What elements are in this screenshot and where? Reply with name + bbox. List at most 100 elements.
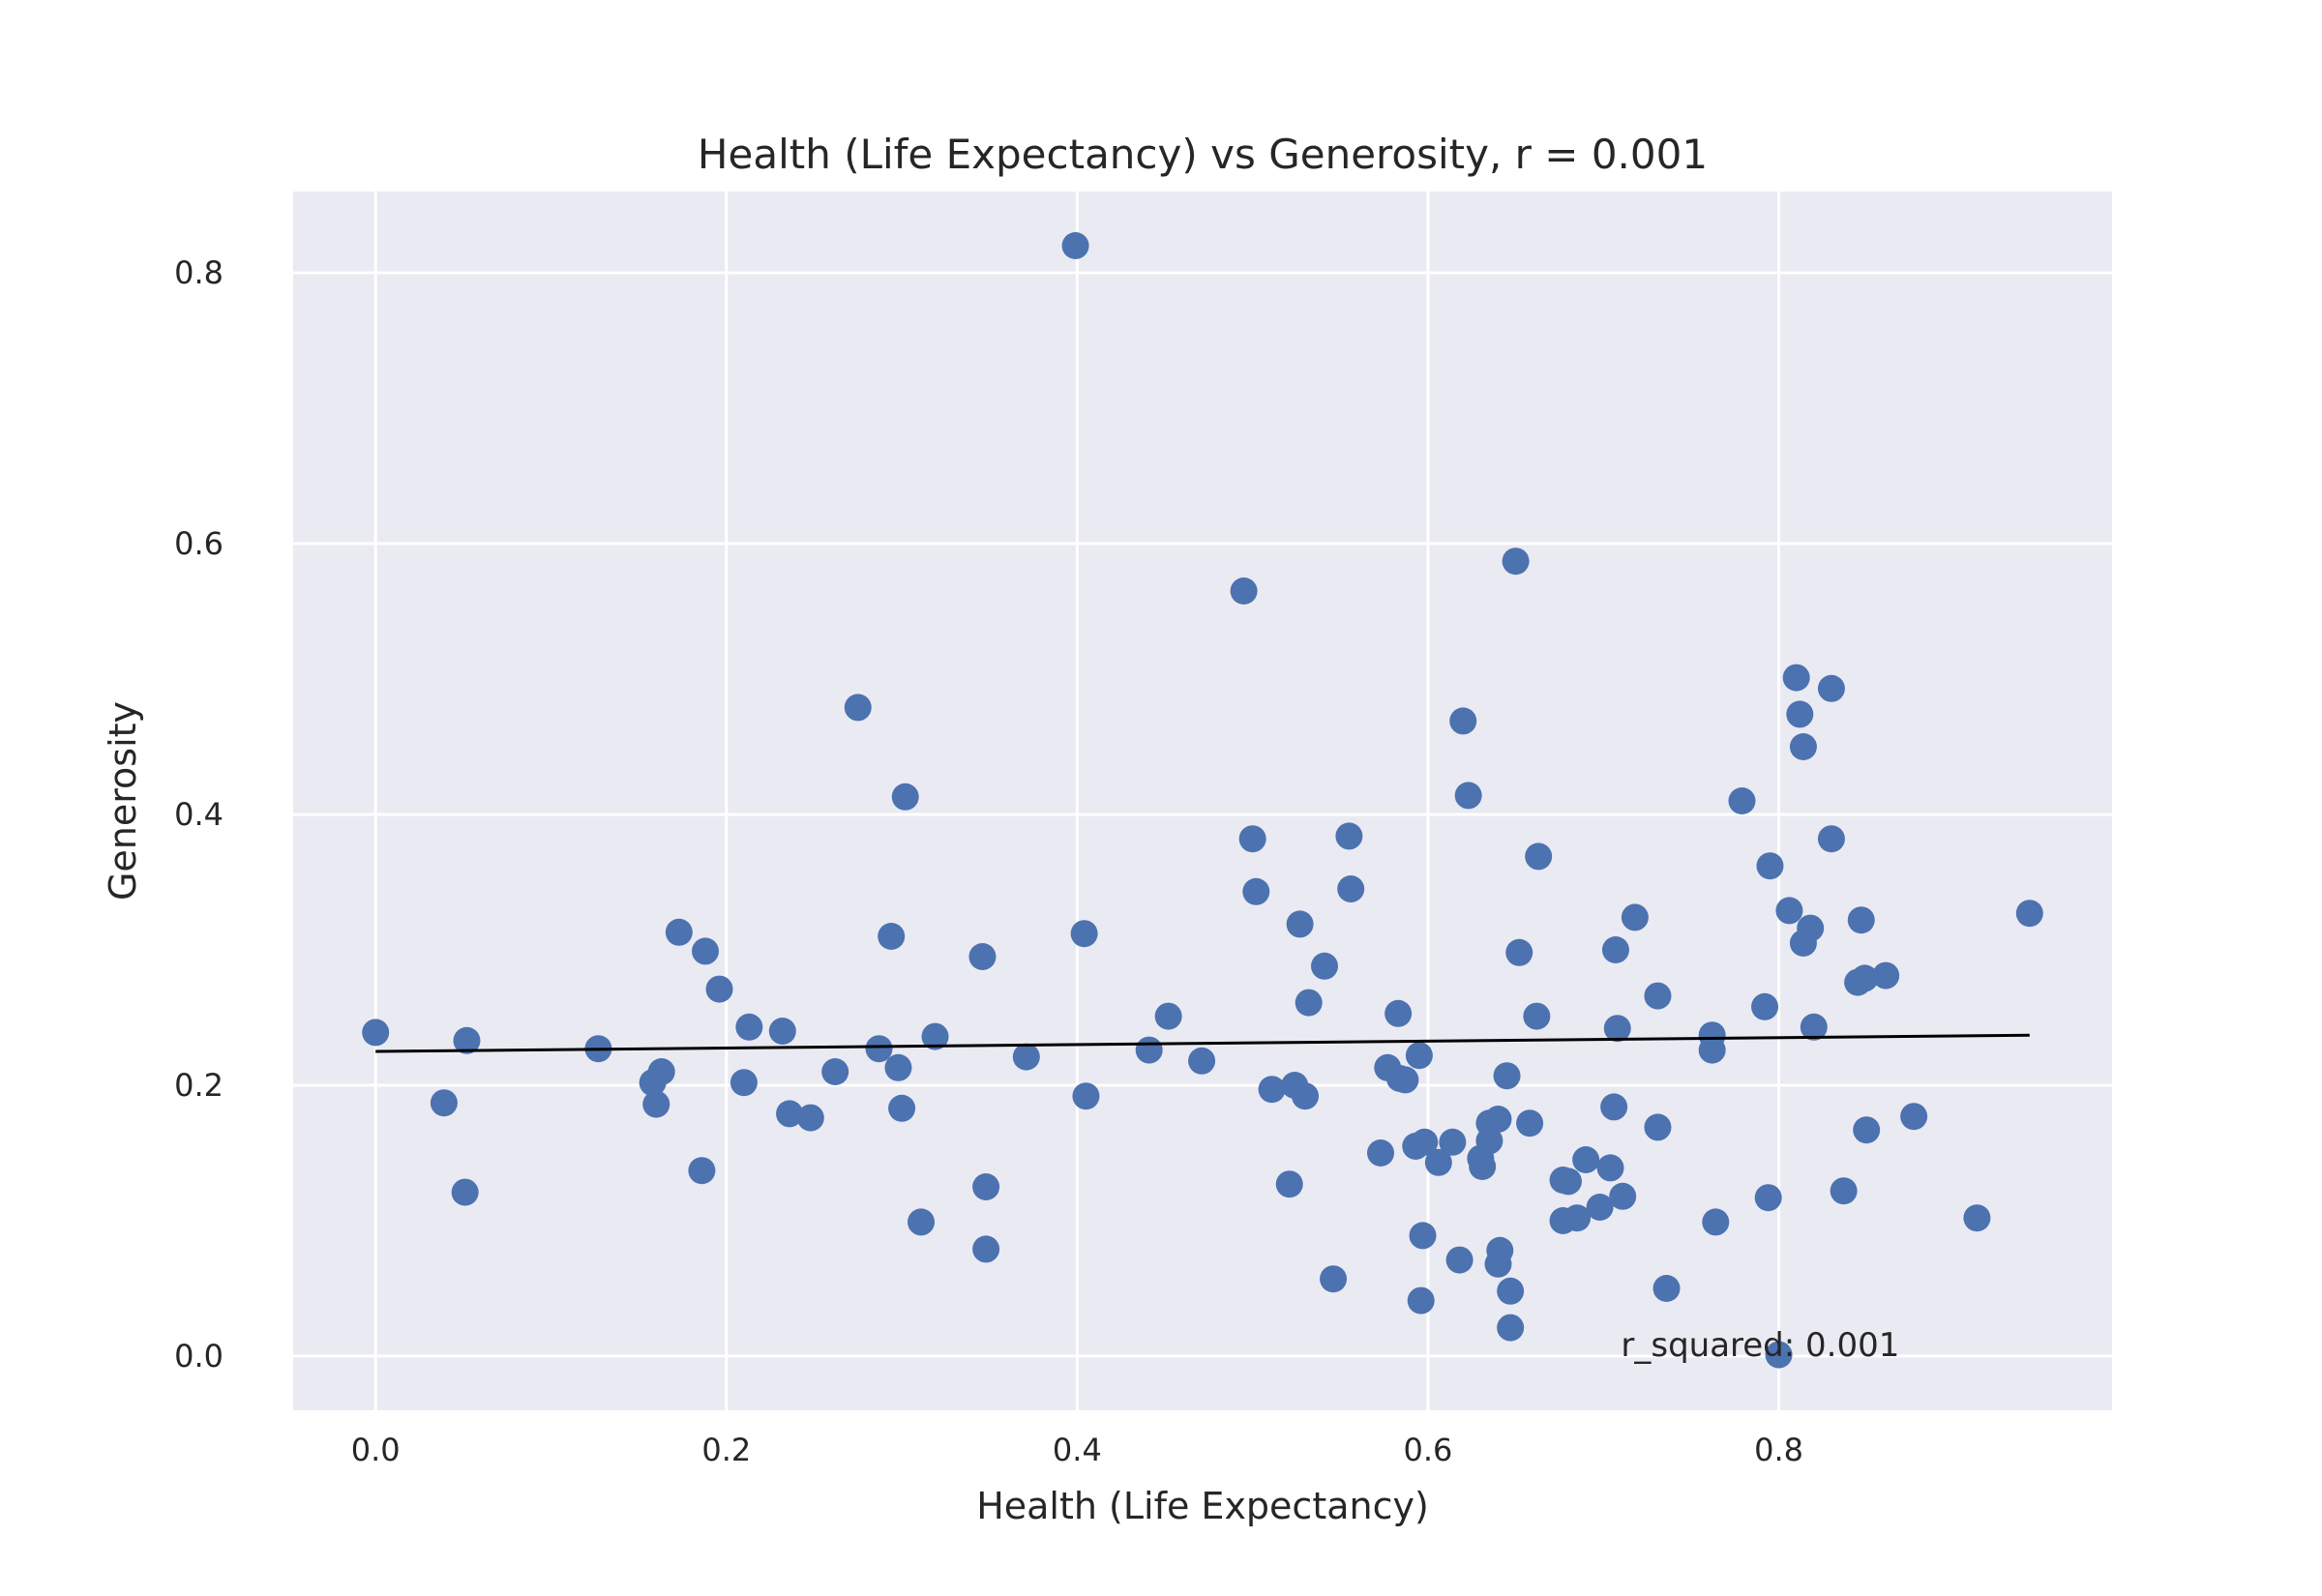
data-point <box>1258 1076 1286 1104</box>
data-point <box>1563 1204 1592 1232</box>
data-point <box>972 1173 1000 1200</box>
chart-title: Health (Life Expectancy) vs Generosity, … <box>698 131 1708 178</box>
x-tick-label: 0.0 <box>351 1432 401 1468</box>
data-point <box>688 1157 716 1185</box>
data-point <box>1275 1170 1303 1198</box>
data-point <box>642 1090 670 1118</box>
data-point <box>768 1018 796 1045</box>
data-point <box>821 1058 849 1085</box>
data-point <box>1963 1204 1991 1232</box>
data-point <box>1872 961 1900 990</box>
data-point <box>1154 1002 1182 1030</box>
data-point <box>1586 1194 1614 1221</box>
data-point <box>921 1022 949 1050</box>
data-point <box>1789 733 1817 760</box>
regression-line <box>375 1033 2030 1053</box>
data-point <box>1367 1139 1395 1167</box>
data-point <box>1439 1128 1467 1156</box>
data-point <box>1754 1184 1782 1212</box>
data-point <box>453 1026 481 1054</box>
data-point <box>1286 910 1314 938</box>
data-point <box>2015 900 2043 928</box>
x-axis-label: Health (Life Expectancy) <box>976 1485 1429 1527</box>
data-point <box>1782 664 1810 692</box>
data-point <box>1292 1082 1320 1110</box>
data-point <box>972 1235 1000 1263</box>
data-point <box>362 1019 390 1047</box>
data-point <box>968 943 997 970</box>
data-point <box>1072 1082 1100 1110</box>
data-point <box>1454 782 1482 810</box>
data-point <box>1242 877 1270 905</box>
data-point <box>1652 1275 1681 1302</box>
data-point <box>1484 1106 1512 1133</box>
data-point <box>776 1100 804 1128</box>
x-tick-label: 0.2 <box>701 1432 751 1468</box>
data-point <box>1756 852 1784 880</box>
data-point <box>692 937 720 965</box>
data-point <box>1728 787 1756 814</box>
data-point <box>1497 1314 1525 1342</box>
data-point <box>1424 1148 1452 1176</box>
data-point <box>1493 1062 1521 1090</box>
data-point <box>1847 906 1875 934</box>
data-point <box>1775 897 1803 925</box>
data-point <box>1596 1154 1624 1182</box>
data-point <box>1851 964 1879 992</box>
data-point <box>1572 1146 1600 1173</box>
data-point <box>1644 982 1672 1010</box>
data-point <box>1061 232 1089 259</box>
data-point <box>878 923 906 950</box>
data-point <box>796 1104 824 1132</box>
x-tick-label: 0.6 <box>1404 1432 1453 1468</box>
y-tick-label: 0.4 <box>174 796 223 833</box>
y-tick-label: 0.6 <box>174 525 223 562</box>
data-point <box>1609 1182 1637 1210</box>
tick-labels: 0.0 0.2 0.4 0.6 0.8 0.0 0.2 0.4 0.6 0.8 <box>174 254 1803 1468</box>
data-point <box>1853 1116 1881 1144</box>
data-points <box>362 232 2043 1369</box>
data-point <box>1600 1093 1628 1121</box>
data-point <box>705 975 733 1003</box>
data-point <box>1797 914 1825 942</box>
data-point <box>1445 1246 1474 1274</box>
data-point <box>1486 1236 1514 1264</box>
data-point <box>1523 1002 1551 1030</box>
data-point <box>647 1058 675 1085</box>
x-tick-label: 0.8 <box>1754 1432 1803 1468</box>
data-point <box>1644 1113 1672 1141</box>
data-point <box>1469 1153 1497 1180</box>
plot-area-background <box>293 192 2112 1410</box>
data-point <box>1516 1109 1544 1138</box>
data-point <box>1601 936 1629 963</box>
data-point <box>1830 1177 1858 1205</box>
data-point <box>1409 1222 1437 1250</box>
data-point <box>1765 1341 1793 1369</box>
data-point <box>729 1069 758 1097</box>
data-point <box>891 783 919 811</box>
data-point <box>1449 707 1477 735</box>
data-point <box>1502 547 1530 576</box>
data-point <box>1320 1265 1348 1293</box>
data-point <box>451 1178 479 1206</box>
data-point <box>735 1013 763 1041</box>
r-squared-annotation: r_squared: 0.001 <box>1621 1326 1899 1365</box>
data-point <box>1698 1036 1726 1064</box>
data-point <box>1337 875 1365 902</box>
data-point <box>1603 1015 1631 1043</box>
data-point <box>1497 1277 1525 1305</box>
data-point <box>1012 1043 1040 1071</box>
data-point <box>1786 700 1814 728</box>
data-point <box>1230 577 1258 605</box>
data-point <box>1391 1066 1419 1094</box>
data-point <box>844 694 872 722</box>
data-point <box>908 1208 936 1236</box>
data-point <box>665 918 693 946</box>
data-point <box>1621 903 1649 931</box>
y-tick-label: 0.2 <box>174 1067 223 1104</box>
data-point <box>1702 1208 1730 1236</box>
data-point <box>1751 992 1779 1020</box>
data-point <box>430 1089 458 1117</box>
